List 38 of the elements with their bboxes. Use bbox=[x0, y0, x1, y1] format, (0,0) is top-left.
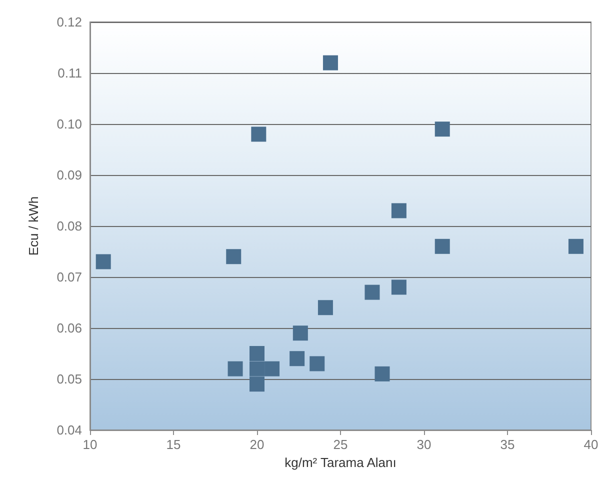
x-tick-label: 40 bbox=[584, 437, 598, 452]
point bbox=[318, 300, 333, 316]
y-tick-label: 0.05 bbox=[56, 372, 82, 386]
point bbox=[228, 361, 243, 376]
y-tick-label: 0.12 bbox=[56, 14, 82, 30]
point bbox=[250, 361, 264, 376]
y-tick-label: 0.10 bbox=[56, 116, 82, 132]
point bbox=[391, 203, 406, 218]
y-axis-title: Ecu / kWh bbox=[26, 196, 41, 256]
point bbox=[250, 346, 264, 361]
point bbox=[226, 249, 242, 264]
point bbox=[374, 366, 390, 382]
point bbox=[391, 280, 406, 295]
y-tick-label: 0.07 bbox=[56, 270, 82, 284]
y-tick-label: 0.08 bbox=[56, 218, 82, 234]
x-tick-label: 35 bbox=[500, 437, 515, 452]
point bbox=[251, 126, 266, 142]
point bbox=[322, 55, 338, 70]
y-tick-label: 0.06 bbox=[56, 320, 82, 336]
point bbox=[434, 238, 450, 254]
x-tick-label: 20 bbox=[250, 437, 264, 452]
point bbox=[250, 376, 264, 392]
point bbox=[364, 284, 380, 300]
y-tick-label: 0.11 bbox=[58, 66, 82, 80]
x-axis-title: kg/m² Tarama Alanı bbox=[284, 455, 396, 470]
x-tick-label: 15 bbox=[166, 437, 181, 452]
point bbox=[434, 122, 450, 137]
x-tick-label: 30 bbox=[416, 437, 432, 452]
point bbox=[310, 356, 325, 372]
point bbox=[290, 351, 305, 366]
point bbox=[96, 254, 111, 270]
y-tick-label: 0.04 bbox=[56, 422, 82, 438]
point bbox=[292, 326, 308, 341]
x-tick-label: 10 bbox=[82, 437, 98, 452]
point bbox=[264, 361, 280, 376]
x-tick-label: 25 bbox=[333, 437, 348, 452]
y-tick-label: 0.09 bbox=[56, 168, 82, 182]
point bbox=[568, 238, 584, 254]
